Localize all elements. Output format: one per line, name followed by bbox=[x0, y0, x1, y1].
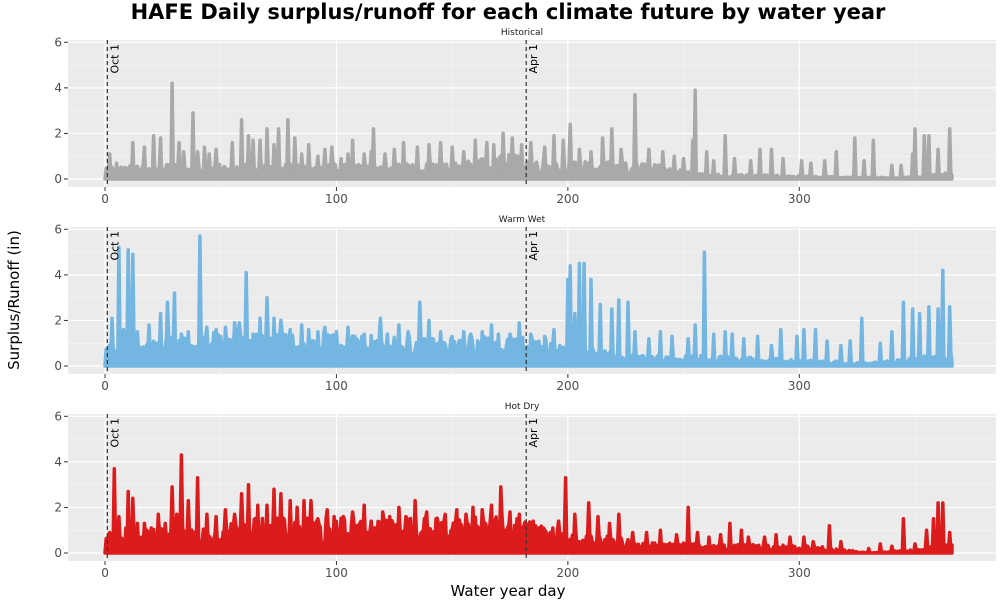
x-tick-label: 100 bbox=[325, 192, 348, 206]
y-tick-label: 4 bbox=[54, 268, 62, 282]
y-tick-label: 2 bbox=[54, 313, 62, 327]
x-tick-label: 0 bbox=[101, 379, 109, 393]
series-area-hot-dry bbox=[103, 453, 954, 555]
reference-line-label: Apr 1 bbox=[527, 418, 540, 448]
panel-strip-label: Historical bbox=[501, 28, 543, 38]
y-tick-label: 4 bbox=[54, 455, 62, 469]
series-area-warm-wet bbox=[103, 234, 954, 368]
x-tick-label: 100 bbox=[325, 379, 348, 393]
reference-line-label: Oct 1 bbox=[108, 231, 121, 261]
panel-strip-label: Hot Dry bbox=[505, 402, 540, 412]
y-tick-label: 6 bbox=[54, 409, 62, 423]
chart-title: HAFE Daily surplus/runoff for each clima… bbox=[131, 0, 886, 24]
y-tick-label: 2 bbox=[54, 126, 62, 140]
panel-strip-label: Warm Wet bbox=[499, 215, 546, 225]
panel-hot-dry: Hot Dry Oct 1 Apr 1 0 2 4 6 0 100 200 300 bbox=[54, 402, 996, 580]
x-tick-label: 0 bbox=[101, 566, 109, 580]
y-tick-label: 0 bbox=[54, 546, 62, 560]
x-axis-label: Water year day bbox=[451, 582, 566, 600]
y-tick-label: 6 bbox=[54, 35, 62, 49]
y-tick-label: 0 bbox=[54, 172, 62, 186]
reference-line-label: Apr 1 bbox=[527, 231, 540, 261]
x-tick-label: 200 bbox=[556, 566, 579, 580]
x-tick-label: 100 bbox=[325, 566, 348, 580]
y-tick-label: 2 bbox=[54, 500, 62, 514]
series-area-historical bbox=[103, 81, 954, 181]
panel-historical: Historical Oct 1 Apr 1 0 2 4 6 0 100 200 300 bbox=[54, 28, 996, 206]
y-axis-label: Surplus/Runoff (in) bbox=[5, 230, 23, 370]
y-tick-label: 0 bbox=[54, 359, 62, 373]
x-tick-label: 300 bbox=[788, 566, 811, 580]
x-tick-label: 300 bbox=[788, 379, 811, 393]
panel-warm-wet: Warm Wet Oct 1 Apr 1 0 2 4 6 0 100 200 300 bbox=[54, 215, 996, 393]
y-tick-label: 4 bbox=[54, 81, 62, 95]
x-tick-label: 300 bbox=[788, 192, 811, 206]
x-tick-label: 0 bbox=[101, 192, 109, 206]
x-tick-label: 200 bbox=[556, 192, 579, 206]
reference-line-label: Oct 1 bbox=[108, 44, 121, 74]
reference-line-label: Apr 1 bbox=[527, 44, 540, 74]
x-tick-label: 200 bbox=[556, 379, 579, 393]
y-tick-label: 6 bbox=[54, 222, 62, 236]
reference-line-label: Oct 1 bbox=[108, 418, 121, 448]
